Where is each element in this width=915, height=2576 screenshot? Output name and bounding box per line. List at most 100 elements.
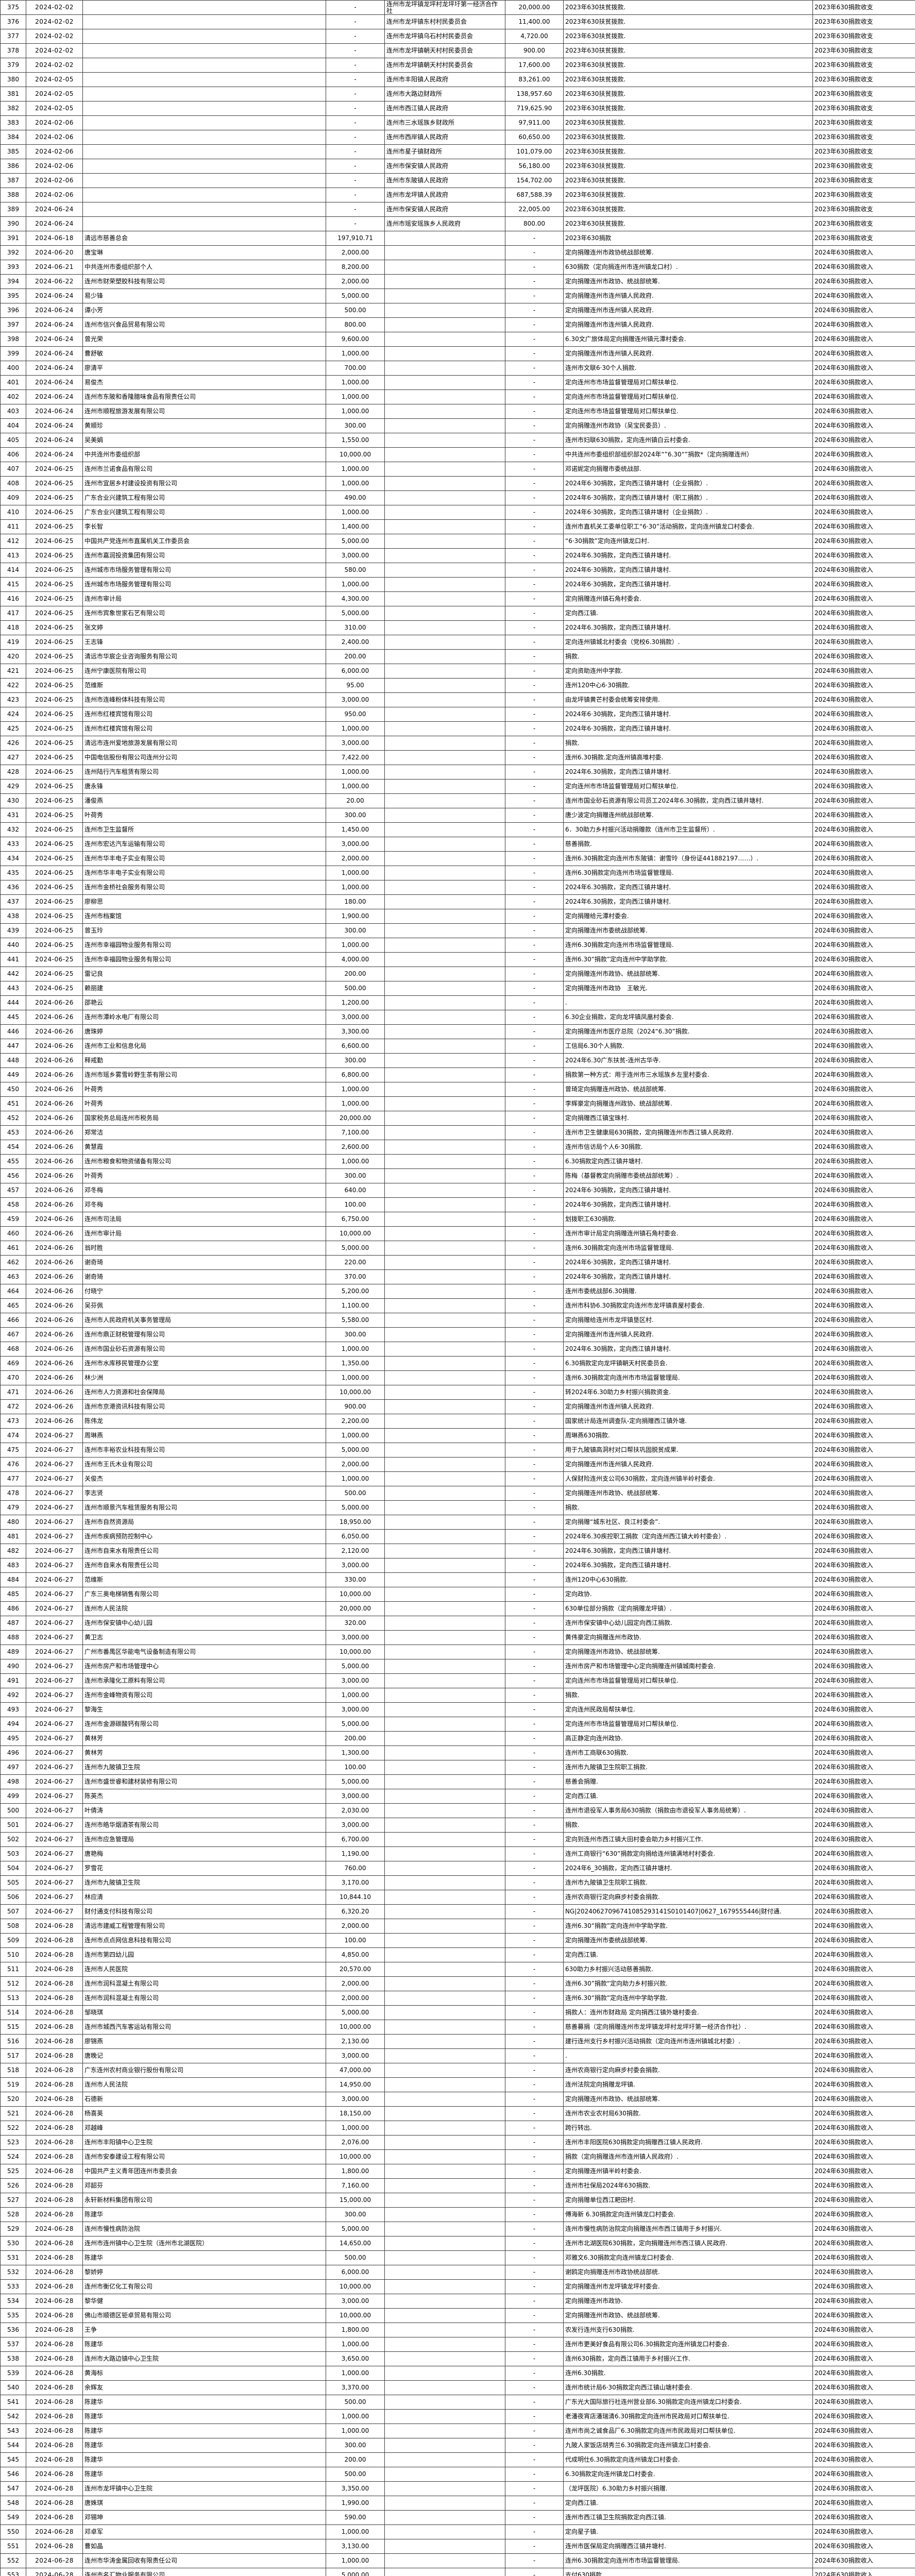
cell-donor[interactable]: 连州市承隆化工原料有限公司	[82, 1673, 326, 1688]
cell-description[interactable]: 连州6.30“捐款”定向连州中学助学款.	[563, 1991, 813, 2006]
cell-date[interactable]: 2024-06-26	[26, 1385, 83, 1400]
cell-description[interactable]: 定向捐赠给元潭村委会.	[563, 909, 813, 924]
cell-income-amount[interactable]: 5,000.00	[326, 534, 385, 549]
cell-donor[interactable]: 连州市大路边镇中心卫生院	[82, 2351, 326, 2366]
cell-remark[interactable]: 2024年630捐款收入	[812, 2106, 915, 2121]
cell-date[interactable]: 2024-06-27	[26, 1645, 83, 1659]
cell-remark[interactable]: 2023年630捐款收支	[812, 14, 915, 29]
cell-payee[interactable]	[384, 1832, 505, 1847]
cell-seq[interactable]: 403	[0, 404, 26, 419]
cell-description[interactable]: 周琳燕630捐款.	[563, 1428, 813, 1443]
cell-description[interactable]: 2024年6·30捐款，定向西江镇井塘村.	[563, 1255, 813, 1270]
cell-income-amount[interactable]: 10,844.10	[326, 1890, 385, 1905]
cell-description[interactable]: 定向捐赠连州市政协、统战部统筹.	[563, 1645, 813, 1659]
cell-date[interactable]: 2024-06-25	[26, 678, 83, 693]
cell-donor[interactable]: 连州市金桥社会服务有限公司	[82, 880, 326, 895]
cell-payee[interactable]	[384, 2452, 505, 2467]
cell-remark[interactable]: 2023年630捐款收支	[812, 101, 915, 116]
cell-payee[interactable]	[384, 1616, 505, 1631]
cell-donor[interactable]: 中国共产主义青年团连州市委员会	[82, 2164, 326, 2179]
cell-seq[interactable]: 447	[0, 1039, 26, 1054]
cell-remark[interactable]: 2024年630捐款收入	[812, 2351, 915, 2366]
cell-seq[interactable]: 451	[0, 1096, 26, 1111]
cell-expense-amount[interactable]: -	[505, 822, 564, 837]
cell-remark[interactable]: 2024年630捐款收入	[812, 1803, 915, 1818]
cell-income-amount[interactable]: 1,190.00	[326, 1846, 385, 1861]
cell-description[interactable]: 用于九陂镇高洞村对口帮扶巩固脱贫成果.	[563, 1443, 813, 1458]
cell-date[interactable]: 2024-06-28	[26, 2178, 83, 2193]
cell-income-amount[interactable]: 2,000.00	[326, 1976, 385, 1991]
cell-description[interactable]: 捐款.	[563, 1500, 813, 1515]
cell-income-amount[interactable]: 5,000.00	[326, 1717, 385, 1732]
cell-date[interactable]: 2024-06-27	[26, 1904, 83, 1919]
cell-donor[interactable]: 廖锦燕	[82, 2034, 326, 2049]
cell-expense-amount[interactable]: -	[505, 736, 564, 751]
cell-expense-amount[interactable]: -	[505, 880, 564, 895]
cell-seq[interactable]: 432	[0, 822, 26, 837]
cell-expense-amount[interactable]: -	[505, 1241, 564, 1256]
cell-date[interactable]: 2024-06-27	[26, 1659, 83, 1674]
cell-date[interactable]: 2024-06-28	[26, 2034, 83, 2049]
cell-date[interactable]: 2024-02-02	[26, 14, 83, 29]
cell-expense-amount[interactable]: -	[505, 2092, 564, 2107]
cell-donor[interactable]: 连州市龙坪镇中心卫生院	[82, 2481, 326, 2496]
cell-description[interactable]: 连州市直机关工委单位职工“6·30”活动捐款，定向连州镇龙口村委会.	[563, 519, 813, 534]
cell-donor[interactable]: 黄林芳	[82, 1745, 326, 1760]
cell-income-amount[interactable]: 1,450.00	[326, 822, 385, 837]
cell-payee[interactable]	[384, 1818, 505, 1833]
cell-income-amount[interactable]: 5,580.00	[326, 1313, 385, 1328]
cell-description[interactable]: 慈善募捐（定向捐赠连州市龙坪镇龙坪村龙坪圩第一经济合作社）.	[563, 2020, 813, 2035]
cell-date[interactable]: 2024-06-25	[26, 591, 83, 606]
cell-description[interactable]: 2024年6.30捐款，定向西江镇井塘村.	[563, 620, 813, 635]
cell-date[interactable]: 2024-06-28	[26, 2020, 83, 2035]
cell-expense-amount[interactable]: -	[505, 1096, 564, 1111]
cell-seq[interactable]: 433	[0, 837, 26, 852]
cell-expense-amount[interactable]: -	[505, 1933, 564, 1948]
cell-income-amount[interactable]: 300.00	[326, 2207, 385, 2222]
cell-payee[interactable]	[384, 332, 505, 347]
cell-description[interactable]: 定向连州市市场监督管理局对口帮扶单位.	[563, 389, 813, 404]
cell-remark[interactable]: 2024年630捐款收入	[812, 1443, 915, 1458]
cell-donor[interactable]: 邹晓琪	[82, 2005, 326, 2020]
cell-description[interactable]: 2023年630扶贫拨款.	[563, 202, 813, 217]
cell-description[interactable]: 定向捐赠连州市政协（吴宝民委员）.	[563, 418, 813, 433]
cell-description[interactable]: 连州市妇联630捐款，定向连州镇白云村委会.	[563, 433, 813, 448]
cell-donor[interactable]: 邓越峰	[82, 2121, 326, 2136]
cell-seq[interactable]: 509	[0, 1933, 26, 1948]
cell-seq[interactable]: 483	[0, 1558, 26, 1573]
cell-date[interactable]: 2024-06-26	[26, 1024, 83, 1039]
cell-remark[interactable]: 2024年630捐款收入	[812, 866, 915, 880]
cell-payee[interactable]	[384, 1529, 505, 1544]
cell-remark[interactable]: 2024年630捐款收入	[812, 620, 915, 635]
cell-remark[interactable]: 2024年630捐款收入	[812, 1515, 915, 1530]
cell-description[interactable]: 高正静定向连州政协.	[563, 1731, 813, 1746]
cell-expense-amount[interactable]: -	[505, 389, 564, 404]
cell-date[interactable]: 2024-06-24	[26, 332, 83, 347]
cell-expense-amount[interactable]: -	[505, 2178, 564, 2193]
cell-date[interactable]: 2024-06-25	[26, 808, 83, 823]
cell-payee[interactable]	[384, 1082, 505, 1097]
cell-seq[interactable]: 529	[0, 2222, 26, 2236]
cell-expense-amount[interactable]: -	[505, 1558, 564, 1573]
cell-donor[interactable]: 邓冬梅	[82, 1183, 326, 1198]
cell-donor[interactable]: 连州市人民医院	[82, 1962, 326, 1977]
cell-expense-amount[interactable]: -	[505, 1053, 564, 1068]
cell-description[interactable]: 定向捐赠连州市委统战部统筹.	[563, 923, 813, 938]
cell-income-amount[interactable]: 950.00	[326, 707, 385, 722]
cell-income-amount[interactable]: 300.00	[326, 808, 385, 823]
cell-payee[interactable]	[384, 389, 505, 404]
cell-donor[interactable]: 连州市鼎正财税管理有限公司	[82, 1327, 326, 1342]
cell-expense-amount[interactable]: -	[505, 563, 564, 578]
cell-description[interactable]: 连州市工商联630捐款.	[563, 1745, 813, 1760]
cell-donor[interactable]: 连州市顺程旅游发展有限公司	[82, 404, 326, 419]
cell-description[interactable]: 曾琦定向捐赠连州政协、统战部统筹.	[563, 1082, 813, 1097]
cell-seq[interactable]: 550	[0, 2524, 26, 2539]
cell-description[interactable]: 2023年630扶贫拨款.	[563, 72, 813, 87]
cell-donor[interactable]: 连州市皓华烟酒茶有限公司	[82, 1818, 326, 1833]
cell-income-amount[interactable]: 1,350.00	[326, 1356, 385, 1371]
cell-expense-amount[interactable]: -	[505, 231, 564, 246]
cell-expense-amount[interactable]: -	[505, 2323, 564, 2337]
cell-payee[interactable]	[384, 1717, 505, 1732]
cell-donor[interactable]: 连州市嘉润投资集团有限公司	[82, 548, 326, 563]
cell-donor[interactable]: 永轩新材料集团有限公司	[82, 2193, 326, 2208]
